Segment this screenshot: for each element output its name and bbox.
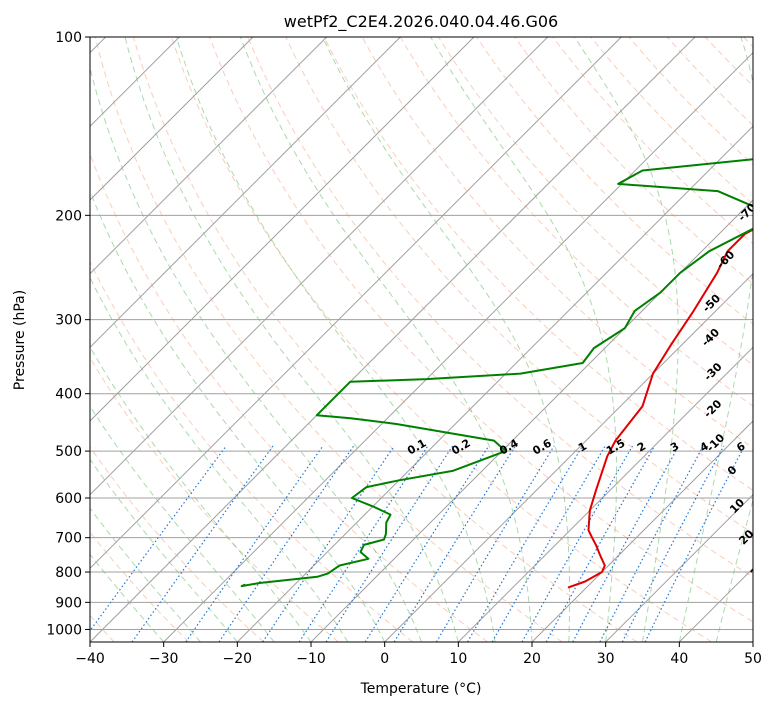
mixing-ratio-line-16 [621,445,725,642]
mixing-ratio-line-3 [218,445,355,642]
dry-adiabat-6 [94,37,563,642]
isotherm-9 [90,37,475,422]
dry-adiabat-7 [132,37,638,642]
x-tick-label-6: 20 [523,651,541,667]
y-tick-label-1: 200 [55,208,82,224]
x-tick-label-1: −30 [149,651,179,667]
moist-adiabat-3 [90,405,275,642]
mixing-ratio-line-12 [521,445,634,642]
mixing-ratio-line-13 [545,445,656,642]
y-tick-label-3: 400 [55,387,82,403]
mixing-ratio-line-17 [644,445,746,642]
dry-adiabat-11 [285,37,753,535]
isotherm-7 [90,37,328,275]
x-tick-label-4: 0 [380,651,389,667]
x-axis-ticks: −40 −30 −20 −10 0 10 20 30 40 50 [75,642,762,667]
isotherm-12 [90,37,696,642]
isotherm-16 [384,272,753,642]
dry-adiabats [90,37,753,642]
isotherm-19 [605,493,753,642]
isotherm-13 [163,51,753,642]
moist-adiabat-11 [322,37,571,642]
y-axis-label: Pressure (hPa) [12,290,28,390]
mixing-ratio-line-2 [185,445,324,642]
dry-adiabat-4 [90,260,414,642]
x-tick-label-5: 10 [449,651,467,667]
moist-adiabat-8 [124,37,459,642]
dry-adiabat-9 [209,37,753,623]
mixing-ratio-line-5 [298,445,429,642]
y-tick-label-0: 100 [55,30,82,46]
mixing-ratio-line-9 [435,445,555,642]
plot-area: -100-90-80-70-60-50-40-30-20-10010203040… [90,37,768,642]
temperature-trace [567,228,753,589]
mixing-ratio-line-1 [131,445,274,642]
moist-adiabat-0 [90,553,165,642]
dry-adiabat-12 [323,37,753,491]
dry-adiabat-16 [476,37,753,325]
y-tick-label-7: 800 [55,565,82,581]
plot-frame [89,36,754,643]
x-tick-label-9: 50 [744,651,762,667]
moist-adiabat-2 [90,458,238,642]
dry-adiabat-8 [171,37,712,642]
isotherms [90,37,753,642]
y-tick-label-8: 900 [55,595,82,611]
x-tick-label-0: −40 [75,651,105,667]
isotherm-17 [457,346,753,642]
moist-adiabat-7 [90,65,422,642]
mixing-ratio-line-8 [393,445,516,642]
mixing-ratio-line-6 [325,445,454,642]
isotherm-18 [531,420,753,642]
isotherm-6 [90,37,254,201]
moist-adiabat-5 [90,276,349,642]
isotherm-8 [90,37,401,349]
isotherm-label-13: 30 [748,560,768,580]
dry-adiabat-2 [90,446,264,642]
x-tick-label-8: 40 [670,651,688,667]
moist-adiabat-6 [90,189,386,642]
y-tick-label-5: 600 [55,491,82,507]
y-tick-label-2: 300 [55,313,82,329]
y-tick-label-9: 1000 [46,622,82,638]
dry-adiabat-10 [247,37,753,578]
mixing-ratio-lines [90,445,746,642]
mixing-ratio-line-10 [466,445,584,642]
sounding-traces [240,158,753,589]
dry-adiabat-3 [90,356,339,642]
dry-adiabat-17 [514,37,753,285]
mixing-ratio-line-7 [364,445,490,642]
moist-adiabat-15 [715,498,753,642]
x-tick-label-7: 30 [597,651,615,667]
moist-adiabat-12 [430,37,617,642]
x-axis-label: Temperature (°C) [360,681,482,697]
isotherm-14 [236,125,753,642]
moist-adiabat-10 [239,37,533,642]
y-tick-label-4: 500 [55,444,82,460]
moist-adiabat-9 [175,37,496,642]
dewpoint-trace [240,158,753,588]
isotherm-10 [90,37,549,496]
moist-adiabat-1 [90,507,201,642]
x-tick-label-2: −20 [223,651,253,667]
moist-adiabat-14 [678,37,753,642]
isotherm-11 [90,37,622,570]
y-axis-ticks: 100 200 300 400 500 600 700 800 900 1000 [46,30,90,638]
moist-adiabat-13 [574,37,679,642]
isotherm-15 [310,199,753,642]
x-tick-label-3: −10 [296,651,326,667]
y-tick-label-6: 700 [55,531,82,547]
chart-title: wetPf2_C2E4.2026.040.04.46.G06 [284,12,558,32]
mixing-ratio-line-4 [262,445,395,642]
